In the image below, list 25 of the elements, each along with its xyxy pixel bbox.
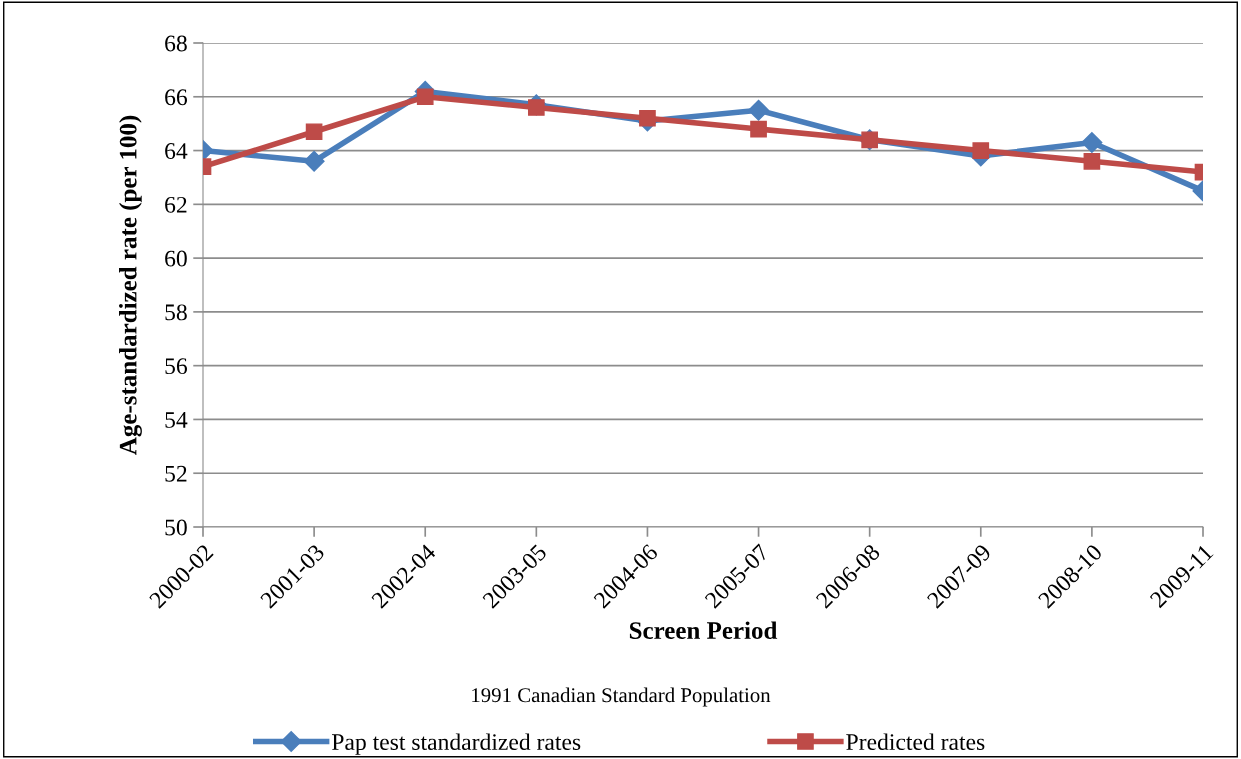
y-tick-label: 68	[165, 35, 187, 52]
point	[416, 88, 434, 106]
point	[527, 99, 545, 116]
text: 1991 Canadian Standard Population	[472, 687, 771, 707]
y-tick-label: 62	[165, 196, 187, 213]
y-axis-title: Age-standardized rate (per 100)	[119, 115, 142, 455]
point	[750, 120, 767, 138]
y-tick-label: 66	[165, 89, 188, 106]
y-tick-label: 56	[165, 358, 188, 375]
y-tick-label: 54	[165, 412, 188, 428]
legend-label: Predicted rates	[846, 733, 985, 751]
point	[1083, 152, 1101, 170]
x-axis-title: Screen Period	[629, 621, 778, 639]
point	[639, 109, 656, 127]
point	[748, 99, 770, 121]
y-tick-label: 58	[165, 304, 187, 321]
point	[303, 150, 325, 172]
y-tick-label: 60	[165, 250, 187, 267]
y-tick-label: 50	[165, 519, 187, 536]
y-tick-label: 52	[165, 465, 187, 482]
point	[1081, 131, 1103, 154]
point	[305, 123, 323, 141]
y-tick-label: 64	[165, 143, 188, 159]
point	[972, 142, 990, 159]
legend-label: Pap test standardized rates	[332, 733, 581, 755]
